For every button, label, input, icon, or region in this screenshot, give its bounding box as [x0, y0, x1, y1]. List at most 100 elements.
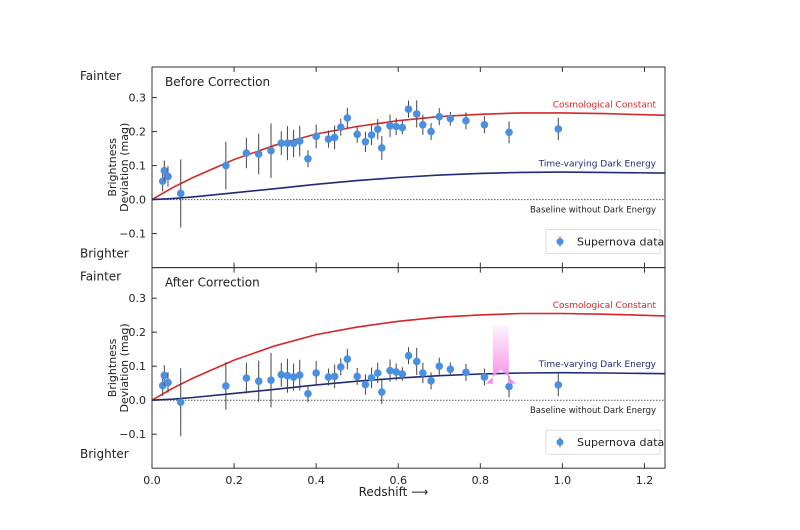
data-point	[361, 380, 370, 389]
data-point	[554, 381, 563, 389]
data-point	[222, 161, 230, 170]
data-point	[367, 373, 376, 382]
data-point	[373, 369, 382, 377]
data-point	[242, 374, 251, 382]
data-point	[324, 373, 333, 381]
data-point	[343, 355, 352, 363]
cosmological-constant-label: Cosmological Constant	[553, 101, 657, 111]
data-point	[336, 123, 345, 131]
data-point	[404, 351, 413, 360]
y-tick-label: 0.3	[129, 92, 147, 105]
panel-title: After Correction	[165, 276, 260, 290]
data-point	[283, 371, 292, 380]
data-point	[392, 368, 400, 376]
x-tick-label: 1.2	[636, 474, 654, 487]
data-point	[289, 139, 298, 148]
data-point	[160, 166, 169, 175]
panel-title: Before Correction	[165, 75, 270, 89]
data-point	[289, 373, 298, 381]
legend-marker	[556, 438, 564, 446]
x-tick-label: 0.0	[143, 474, 161, 487]
data-point	[242, 149, 251, 157]
time-varying-label: Time-varying Dark Energy	[538, 160, 657, 170]
legend-label: Supernova data	[577, 236, 664, 249]
data-point	[295, 371, 304, 379]
y-tick-label: 0.2	[129, 126, 147, 139]
y-tick-label: 0.2	[129, 326, 147, 339]
side-label-fainter: Fainter	[80, 270, 121, 284]
data-point	[361, 138, 370, 146]
cosmological-constant-curve	[151, 112, 666, 201]
data-point	[277, 370, 286, 379]
data-point	[324, 135, 333, 143]
data-point	[480, 373, 489, 381]
data-point	[267, 376, 275, 384]
data-point	[419, 121, 427, 129]
data-point	[330, 372, 339, 381]
side-label-brighter: Brighter	[80, 447, 129, 461]
y-axis-label: BrightnessDeviation (mag)	[106, 323, 131, 412]
data-point	[446, 365, 455, 374]
y-tick-label: 0.1	[129, 160, 147, 173]
time-varying-curve	[151, 171, 666, 201]
time-varying-label: Time-varying Dark Energy	[538, 360, 657, 370]
data-point	[404, 105, 413, 113]
y-tick-label: −0.1	[119, 228, 146, 241]
data-point	[378, 388, 386, 396]
data-point	[412, 110, 421, 118]
data-point	[462, 368, 470, 377]
data-point	[386, 122, 394, 130]
data-point	[427, 377, 435, 385]
y-axis-label-line: Deviation (mag)	[118, 323, 131, 412]
y-axis-label-line: Brightness	[106, 338, 119, 397]
x-tick-label: 0.6	[389, 474, 407, 487]
x-tick-label: 0.4	[307, 474, 325, 487]
x-axis-label: Redshift ⟶	[359, 485, 429, 499]
y-tick-label: 0.1	[129, 360, 147, 373]
data-point	[254, 150, 263, 158]
data-point	[386, 366, 394, 375]
data-point	[283, 139, 292, 147]
data-point	[378, 144, 386, 152]
data-point	[222, 382, 230, 390]
data-point	[312, 132, 320, 141]
data-point	[160, 371, 169, 380]
data-point	[164, 172, 172, 181]
x-tick-label: 0.2	[225, 474, 243, 487]
data-point	[392, 122, 400, 131]
panel-after: 0.0 0.2 0.4 0.6 0.8 1.0 1.2 −0.1 0.0 0.1 0.2 0.3 Fai…	[80, 267, 666, 487]
data-point	[462, 116, 470, 125]
data-point	[505, 128, 513, 137]
data-point	[343, 114, 352, 122]
data-point	[304, 155, 312, 163]
plot-frame	[151, 267, 666, 469]
side-label-brighter: Brighter	[80, 247, 129, 261]
data-point	[304, 389, 312, 398]
y-tick-label: 0.0	[129, 194, 147, 207]
data-point	[353, 372, 362, 381]
cosmological-constant-label: Cosmological Constant	[553, 301, 657, 311]
data-point	[295, 137, 304, 145]
data-point	[176, 189, 185, 198]
data-point	[176, 398, 185, 407]
data-point	[412, 357, 421, 366]
data-point	[554, 125, 563, 133]
data-point	[398, 370, 407, 378]
data-point	[312, 369, 320, 377]
data-point	[353, 130, 362, 139]
data-point	[367, 131, 376, 139]
data-point	[373, 125, 382, 134]
panel-before: −0.1 0.0 0.1 0.2 0.3 Fainter Brighter Brightnes…	[80, 66, 666, 269]
data-point	[277, 139, 286, 147]
legend-marker	[556, 238, 564, 246]
data-point	[336, 363, 345, 371]
data-point	[330, 133, 339, 142]
data-point	[267, 146, 275, 155]
x-tick-label: 0.8	[472, 474, 490, 487]
legend-box	[545, 429, 661, 455]
legend-label: Supernova data	[577, 436, 664, 449]
data-point	[398, 123, 407, 132]
y-tick-label: −0.1	[119, 428, 146, 441]
data-point	[254, 377, 263, 385]
baseline-label: Baseline without Dark Energy	[530, 206, 656, 216]
